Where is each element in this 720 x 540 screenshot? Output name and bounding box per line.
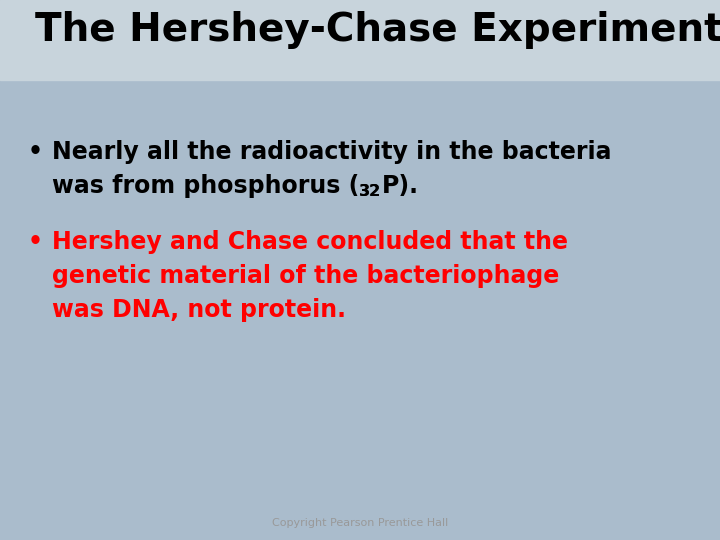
Text: Nearly all the radioactivity in the bacteria: Nearly all the radioactivity in the bact… [52, 140, 611, 164]
Bar [0, 0, 720, 80]
Text: 32: 32 [359, 184, 382, 199]
Text: The Hershey-Chase Experiment: The Hershey-Chase Experiment [35, 11, 720, 49]
Text: Copyright Pearson Prentice Hall: Copyright Pearson Prentice Hall [272, 518, 448, 528]
Text: was from phosphorus (: was from phosphorus ( [52, 174, 359, 198]
Text: P).: P). [382, 174, 418, 198]
Text: 32: 32 [359, 184, 382, 199]
Text: was DNA, not protein.: was DNA, not protein. [52, 298, 346, 322]
Text: genetic material of the bacteriophage: genetic material of the bacteriophage [52, 264, 559, 288]
Text: •: • [28, 230, 43, 254]
Text: •: • [28, 140, 43, 164]
Text: Hershey and Chase concluded that the: Hershey and Chase concluded that the [52, 230, 568, 254]
